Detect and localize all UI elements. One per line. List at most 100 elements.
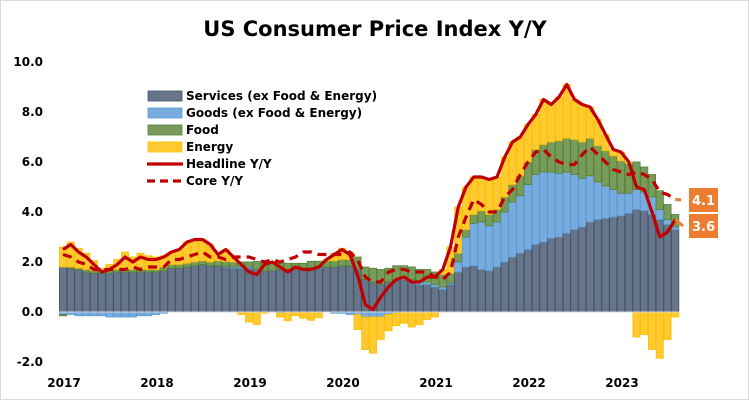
bar-services-ex-food-energy: [663, 224, 672, 313]
bar-goods-ex-food-energy: [500, 211, 509, 263]
bar-services-ex-food-energy: [121, 271, 130, 313]
bar-services-ex-food-energy: [330, 266, 339, 313]
bar-services-ex-food-energy: [562, 232, 571, 313]
bar-food: [59, 314, 68, 317]
bar-services-ex-food-energy: [516, 252, 525, 313]
bar-food: [306, 260, 315, 268]
bar-energy: [74, 247, 83, 269]
bar-goods-ex-food-energy: [477, 221, 486, 270]
bar-goods-ex-food-energy: [531, 174, 540, 245]
legend-label: Goods (ex Food & Energy): [186, 106, 362, 120]
bar-services-ex-food-energy: [454, 271, 463, 313]
bar-services-ex-food-energy: [322, 266, 331, 313]
bar-goods-ex-food-energy: [105, 311, 114, 318]
bar-services-ex-food-energy: [90, 272, 99, 313]
x-tick-label: 2022: [512, 376, 545, 390]
bar-goods-ex-food-energy: [524, 184, 533, 250]
bar-energy: [353, 314, 362, 330]
x-tick-label: 2020: [326, 376, 359, 390]
bar-food: [609, 155, 618, 190]
bar-food: [190, 261, 199, 267]
bar-food: [655, 190, 664, 210]
bar-goods-ex-food-energy: [663, 219, 672, 225]
legend-label: Core Y/Y: [186, 174, 243, 188]
x-tick-label: 2019: [233, 376, 266, 390]
bar-goods-ex-food-energy: [578, 177, 587, 228]
bar-goods-ex-food-energy: [469, 222, 478, 267]
end-label-connector: [674, 218, 684, 228]
bar-goods-ex-food-energy: [113, 311, 122, 318]
bar-services-ex-food-energy: [66, 267, 75, 313]
bar-energy: [663, 311, 672, 340]
bar-energy: [430, 311, 439, 318]
y-tick-label: 2.0: [22, 255, 43, 269]
bar-services-ex-food-energy: [229, 267, 238, 313]
bar-food: [368, 267, 377, 283]
bar-services-ex-food-energy: [578, 226, 587, 313]
bar-food: [485, 214, 494, 227]
bar-services-ex-food-energy: [167, 267, 176, 313]
bar-goods-ex-food-energy: [609, 189, 618, 218]
bar-food: [539, 144, 548, 173]
bar-goods-ex-food-energy: [144, 311, 153, 317]
bar-energy: [632, 311, 641, 338]
bar-food: [283, 262, 292, 270]
bar-food: [547, 141, 556, 173]
bar-services-ex-food-energy: [446, 284, 455, 313]
legend-swatch: [147, 141, 183, 153]
bar-energy: [640, 311, 649, 335]
bar-services-ex-food-energy: [485, 270, 494, 313]
bar-food: [229, 261, 238, 268]
bar-energy: [368, 316, 377, 354]
bar-services-ex-food-energy: [306, 267, 315, 313]
bar-services-ex-food-energy: [159, 270, 168, 313]
bar-goods-ex-food-energy: [516, 195, 525, 254]
bar-food: [213, 260, 222, 267]
bar-food: [461, 229, 470, 238]
bar-services-ex-food-energy: [469, 265, 478, 313]
end-labels: 4.1 3.6: [674, 188, 718, 238]
bar-services-ex-food-energy: [268, 270, 277, 313]
legend-label: Services (ex Food & Energy): [186, 89, 377, 103]
end-label-box: [689, 214, 718, 238]
bar-food: [361, 266, 370, 280]
legend-swatch: [147, 107, 183, 119]
bar-services-ex-food-energy: [97, 272, 106, 313]
lines-layer: [62, 82, 677, 312]
bar-goods-ex-food-energy: [547, 171, 556, 239]
bar-food: [578, 141, 587, 179]
bar-services-ex-food-energy: [438, 289, 447, 313]
bar-services-ex-food-energy: [640, 210, 649, 313]
bar-services-ex-food-energy: [407, 281, 416, 313]
bar-energy: [671, 311, 680, 318]
bar-food: [555, 140, 564, 174]
legend: Services (ex Food & Energy) Goods (ex Foo…: [147, 89, 377, 188]
bar-goods-ex-food-energy: [74, 311, 83, 317]
bar-services-ex-food-energy: [477, 269, 486, 313]
bar-goods-ex-food-energy: [593, 181, 602, 220]
bar-energy: [275, 312, 284, 318]
bar-energy: [570, 99, 579, 140]
y-tick-label: 8.0: [22, 105, 43, 119]
bar-goods-ex-food-energy: [90, 311, 99, 317]
bar-services-ex-food-energy: [337, 265, 346, 313]
bar-services-ex-food-energy: [593, 219, 602, 313]
bar-services-ex-food-energy: [283, 269, 292, 313]
bar-services-ex-food-energy: [299, 269, 308, 313]
bar-energy: [399, 311, 408, 324]
bar-goods-ex-food-energy: [485, 225, 494, 272]
bar-services-ex-food-energy: [190, 265, 199, 313]
core-yy-line: [62, 145, 677, 284]
bar-goods-ex-food-energy: [632, 189, 641, 210]
bar-services-ex-food-energy: [671, 229, 680, 313]
bar-energy: [407, 311, 416, 328]
bar-food: [376, 269, 385, 285]
bar-goods-ex-food-energy: [624, 192, 633, 214]
bar-goods-ex-food-energy: [555, 172, 564, 238]
bar-energy: [423, 311, 432, 320]
y-tick-label: 4.0: [22, 205, 43, 219]
bar-food: [198, 260, 207, 265]
bar-services-ex-food-energy: [624, 212, 633, 313]
